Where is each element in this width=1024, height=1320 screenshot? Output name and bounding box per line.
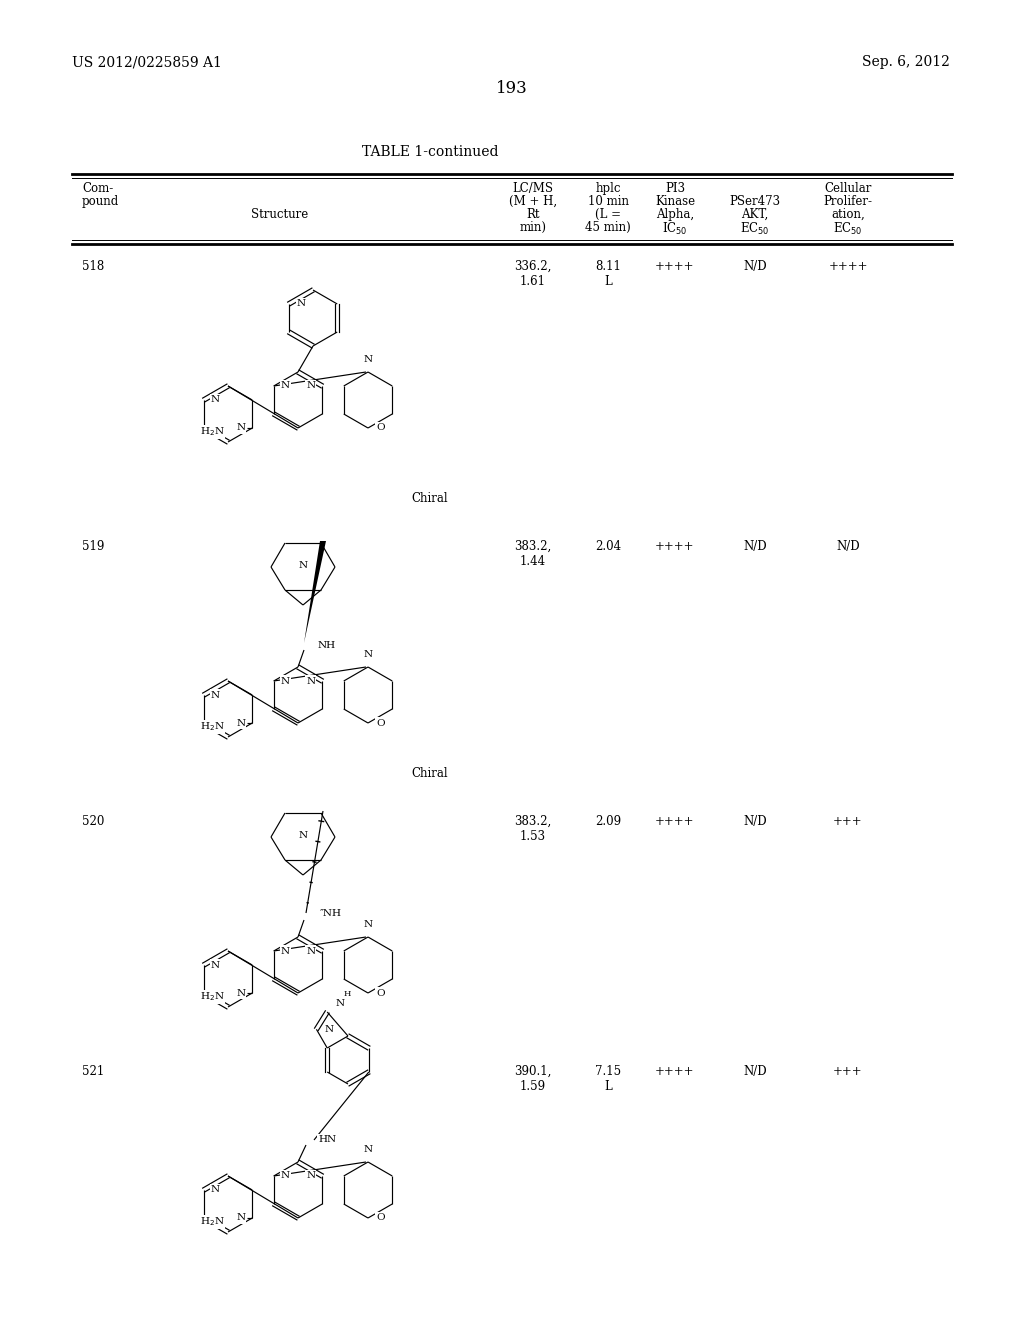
Text: N: N [281,946,290,956]
Text: H$_2$N: H$_2$N [200,990,224,1003]
Text: US 2012/0225859 A1: US 2012/0225859 A1 [72,55,222,69]
Text: Com-: Com- [82,182,114,195]
Text: ++++: ++++ [655,260,694,273]
Text: N: N [298,561,307,569]
Text: N: N [306,1172,315,1180]
Text: N: N [364,355,373,364]
Text: N/D: N/D [743,814,767,828]
Text: N: N [211,1185,220,1195]
Text: N: N [211,690,220,700]
Text: Chiral: Chiral [412,767,449,780]
Text: ation,: ation, [831,209,865,220]
Text: N: N [211,396,220,404]
Text: N/D: N/D [743,260,767,273]
Text: N: N [298,830,307,840]
Text: Alpha,: Alpha, [656,209,694,220]
Text: Cellular: Cellular [824,182,871,195]
Text: LC/MS: LC/MS [512,182,554,195]
Text: H$_2$N: H$_2$N [200,721,224,734]
Text: 518: 518 [82,260,104,273]
Text: PI3: PI3 [665,182,685,195]
Text: 8.11
L: 8.11 L [595,260,621,288]
Text: EC$_{50}$: EC$_{50}$ [834,220,863,238]
Text: Structure: Structure [251,209,308,220]
Text: 383.2,
1.44: 383.2, 1.44 [514,540,552,568]
Text: N: N [281,381,290,391]
Text: O: O [376,1213,385,1222]
Text: PSer473: PSer473 [729,195,780,209]
Text: N: N [237,718,246,727]
Text: NH: NH [318,640,336,649]
Text: hplc: hplc [595,182,621,195]
Text: 2.04: 2.04 [595,540,622,553]
Text: Prolifer-: Prolifer- [823,195,872,209]
Text: Chiral: Chiral [412,492,449,506]
Text: O: O [376,424,385,433]
Text: pound: pound [82,195,119,209]
Text: N: N [364,1144,373,1154]
Text: N/D: N/D [743,1065,767,1078]
Text: 520: 520 [82,814,104,828]
Text: N: N [306,381,315,391]
Text: N: N [335,999,344,1008]
Text: 383.2,
1.53: 383.2, 1.53 [514,814,552,843]
Text: 7.15
L: 7.15 L [595,1065,622,1093]
Text: (L =: (L = [595,209,621,220]
Text: N: N [281,1172,290,1180]
Text: 519: 519 [82,540,104,553]
Text: Sep. 6, 2012: Sep. 6, 2012 [862,55,950,69]
Text: 10 min: 10 min [588,195,629,209]
Text: N/D: N/D [837,540,860,553]
Text: ″NH: ″NH [319,908,342,917]
Text: ++++: ++++ [828,260,867,273]
Text: +++: +++ [834,1065,863,1078]
Text: 521: 521 [82,1065,104,1078]
Text: min): min) [519,220,547,234]
Text: N: N [281,676,290,685]
Text: (M + H,: (M + H, [509,195,557,209]
Text: AKT,: AKT, [741,209,769,220]
Text: N: N [364,649,373,659]
Text: HN: HN [318,1135,336,1144]
Text: 336.2,
1.61: 336.2, 1.61 [514,260,552,288]
Text: TABLE 1-continued: TABLE 1-continued [361,145,499,158]
Text: N/D: N/D [743,540,767,553]
Text: ++++: ++++ [655,540,694,553]
Text: 193: 193 [496,81,528,96]
Text: O: O [376,718,385,727]
Text: N: N [306,676,315,685]
Text: N: N [297,300,306,309]
Text: O: O [376,989,385,998]
Text: N: N [237,424,246,433]
Text: 390.1,
1.59: 390.1, 1.59 [514,1065,552,1093]
Text: N: N [306,946,315,956]
Text: +++: +++ [834,814,863,828]
Text: N: N [237,1213,246,1222]
Text: 45 min): 45 min) [585,220,631,234]
Text: ++++: ++++ [655,1065,694,1078]
Text: H$_2$N: H$_2$N [200,425,224,438]
Text: Kinase: Kinase [655,195,695,209]
Text: H$_2$N: H$_2$N [200,1216,224,1229]
Text: ++++: ++++ [655,814,694,828]
Text: Rt: Rt [526,209,540,220]
Text: EC$_{50}$: EC$_{50}$ [740,220,770,238]
Text: N: N [364,920,373,929]
Text: IC$_{50}$: IC$_{50}$ [663,220,688,238]
Polygon shape [304,541,326,643]
Text: N: N [237,989,246,998]
Text: N: N [211,961,220,969]
Text: 2.09: 2.09 [595,814,622,828]
Text: H: H [343,990,350,998]
Text: N: N [325,1024,334,1034]
